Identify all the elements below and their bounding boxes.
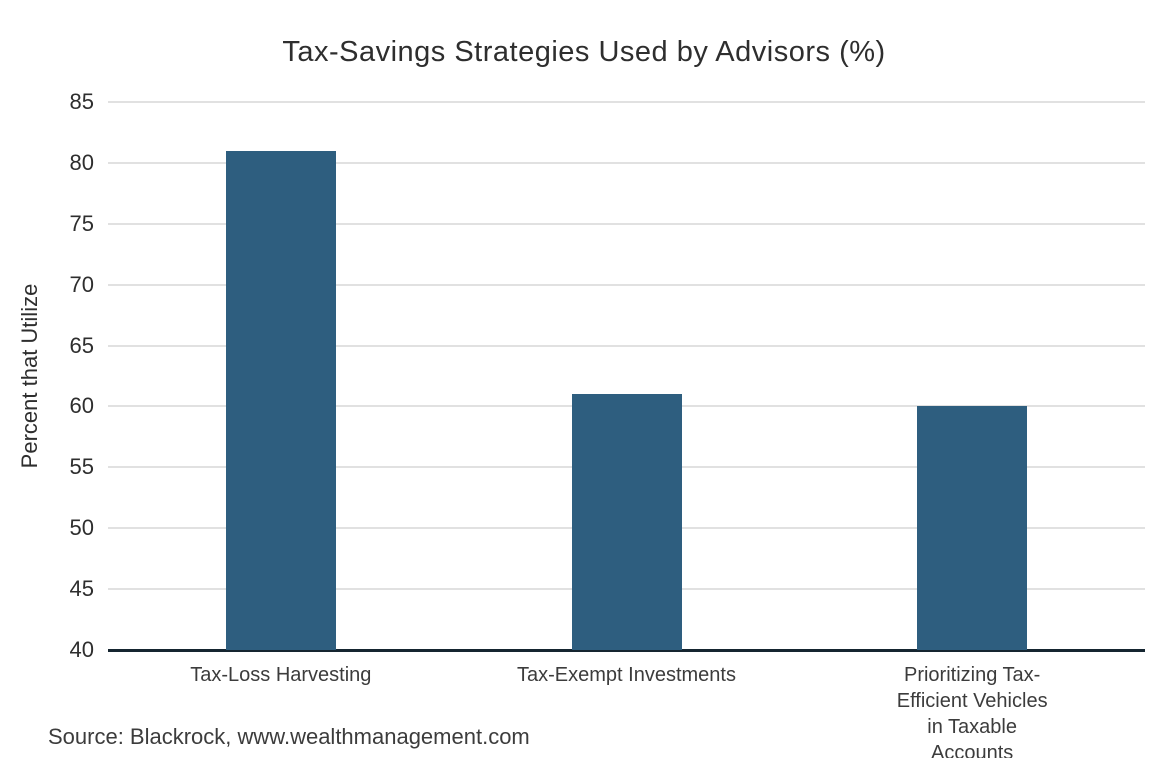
gridline bbox=[108, 344, 1145, 347]
gridline bbox=[108, 283, 1145, 286]
y-tick-label: 75 bbox=[69, 210, 94, 236]
y-tick-label: 40 bbox=[69, 637, 94, 662]
chart-title: Tax-Savings Strategies Used by Advisors … bbox=[282, 36, 886, 68]
y-tick-label: 50 bbox=[69, 515, 94, 541]
x-tick-label: Prioritizing Tax-Efficient Vehicles in T… bbox=[896, 664, 1048, 758]
plot-area: 85 80 75 70 65 60 55 50 45 40 Tax-Loss Harvesting T… bbox=[70, 89, 1145, 758]
y-tick-label: 70 bbox=[69, 271, 94, 297]
y-tick-label: 45 bbox=[69, 576, 94, 602]
y-tick-label: 80 bbox=[69, 149, 94, 175]
gridline bbox=[108, 222, 1145, 225]
y-tick-label: 55 bbox=[69, 454, 94, 480]
bar bbox=[225, 150, 336, 650]
y-axis-title: Percent that Utilize bbox=[17, 283, 42, 469]
gridline bbox=[108, 101, 1145, 103]
x-tick-label: Tax-Exempt Investments bbox=[517, 664, 736, 686]
y-tick-label: 65 bbox=[69, 332, 94, 358]
x-tick-label: Tax-Loss Harvesting bbox=[190, 664, 372, 686]
bar bbox=[571, 394, 682, 650]
gridline bbox=[108, 161, 1145, 164]
x-axis-line bbox=[108, 649, 1145, 652]
bar bbox=[917, 406, 1028, 650]
source-text: Source: Blackrock, www.wealthmanagement.… bbox=[48, 724, 530, 749]
y-tick-label: 85 bbox=[69, 89, 94, 114]
y-tick-label: 60 bbox=[69, 393, 94, 419]
